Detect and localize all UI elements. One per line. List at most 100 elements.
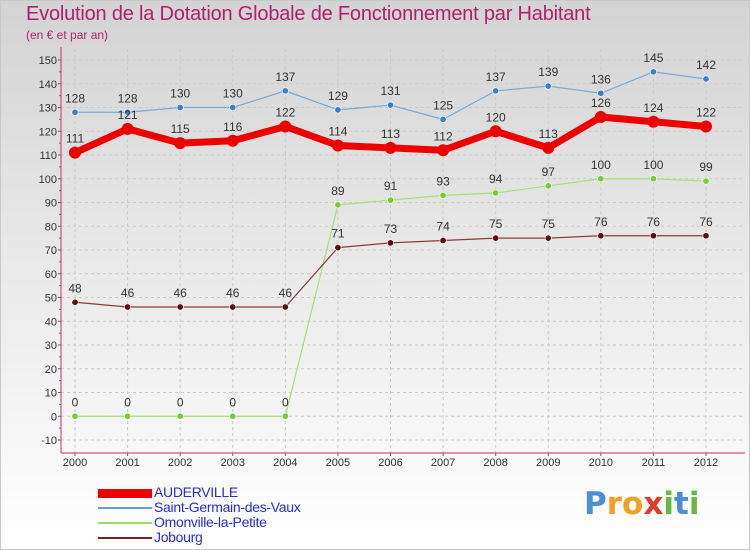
y-tick-label: 150 xyxy=(39,55,57,67)
legend-swatch xyxy=(98,489,152,498)
data-point-saint-germain-des-vaux xyxy=(492,87,500,95)
data-point-auderville xyxy=(69,146,81,159)
data-label-jobourg: 71 xyxy=(331,227,345,241)
data-point-jobourg xyxy=(229,303,237,311)
y-tick-label: 140 xyxy=(39,79,57,91)
data-label-auderville: 126 xyxy=(591,96,611,110)
data-label-omonville-la-petite: 91 xyxy=(384,179,398,193)
data-label-jobourg: 46 xyxy=(279,286,293,300)
data-point-auderville xyxy=(700,120,712,133)
data-label-jobourg: 46 xyxy=(173,286,187,300)
x-tick-label: 2006 xyxy=(378,457,402,469)
legend-swatch xyxy=(98,537,152,539)
data-point-jobourg xyxy=(334,244,342,252)
data-point-omonville-la-petite xyxy=(229,412,237,420)
legend-swatch xyxy=(98,507,152,509)
data-label-omonville-la-petite: 99 xyxy=(699,160,713,174)
y-tick-label: 110 xyxy=(39,150,57,162)
data-point-jobourg xyxy=(492,234,500,242)
data-point-auderville xyxy=(279,120,292,133)
data-point-saint-germain-des-vaux xyxy=(649,68,657,76)
x-tick-label: 2010 xyxy=(589,457,613,469)
x-tick-label: 2001 xyxy=(115,457,139,469)
chart-subtitle: (en € et par an) xyxy=(26,28,109,42)
data-point-saint-germain-des-vaux xyxy=(544,82,552,90)
x-tick-label: 2004 xyxy=(273,457,297,469)
data-point-jobourg xyxy=(281,303,289,311)
data-point-jobourg xyxy=(124,303,132,311)
legend-label: Saint-Germain-des-Vaux xyxy=(154,499,301,515)
data-label-auderville: 113 xyxy=(539,127,558,141)
data-label-jobourg: 73 xyxy=(384,222,398,236)
logo-letter: r xyxy=(606,486,623,522)
data-label-omonville-la-petite: 0 xyxy=(282,395,289,409)
data-point-saint-germain-des-vaux xyxy=(597,89,605,97)
y-tick-label: 120 xyxy=(39,126,57,138)
data-label-jobourg: 76 xyxy=(647,215,661,229)
data-point-auderville xyxy=(384,141,397,154)
data-label-auderville: 113 xyxy=(381,127,400,141)
data-label-jobourg: 76 xyxy=(699,215,713,229)
data-label-omonville-la-petite: 0 xyxy=(124,395,131,409)
data-point-jobourg xyxy=(597,232,605,240)
data-label-omonville-la-petite: 100 xyxy=(591,158,611,172)
data-point-saint-germain-des-vaux xyxy=(334,106,342,114)
data-point-jobourg xyxy=(439,237,447,245)
legend-swatch xyxy=(98,522,152,524)
data-point-jobourg xyxy=(702,232,710,240)
data-point-omonville-la-petite xyxy=(702,177,710,185)
data-point-auderville xyxy=(489,125,502,138)
data-label-auderville: 112 xyxy=(434,129,453,143)
y-tick-label: 100 xyxy=(39,174,57,186)
data-point-auderville xyxy=(647,115,660,128)
data-label-saint-germain-des-vaux: 145 xyxy=(643,51,663,65)
data-point-saint-germain-des-vaux xyxy=(124,108,132,116)
data-label-saint-germain-des-vaux: 136 xyxy=(591,72,611,86)
logo-letter: i xyxy=(663,486,674,522)
data-label-auderville: 122 xyxy=(696,106,716,120)
data-point-omonville-la-petite xyxy=(439,191,447,199)
legend-label: AUDERVILLE xyxy=(154,484,238,500)
x-tick-label: 2009 xyxy=(536,457,560,469)
legend-label: Omonville-la-Petite xyxy=(154,514,267,530)
data-point-omonville-la-petite xyxy=(176,412,184,420)
data-point-auderville xyxy=(542,141,555,154)
chart-title: Evolution de la Dotation Globale de Fonc… xyxy=(26,3,591,25)
data-label-saint-germain-des-vaux: 137 xyxy=(486,70,506,84)
y-tick-label: 70 xyxy=(45,245,57,257)
data-point-omonville-la-petite xyxy=(71,412,79,420)
data-label-auderville: 116 xyxy=(223,120,242,134)
data-point-saint-germain-des-vaux xyxy=(281,87,289,95)
data-point-jobourg xyxy=(176,303,184,311)
data-point-auderville xyxy=(121,122,134,135)
x-tick-label: 2003 xyxy=(221,457,245,469)
data-point-omonville-la-petite xyxy=(492,189,500,197)
data-point-auderville xyxy=(331,139,344,152)
data-point-jobourg xyxy=(649,232,657,240)
y-tick-label: 80 xyxy=(45,221,57,233)
logo-letter: o xyxy=(622,486,644,522)
x-tick-label: 2000 xyxy=(63,457,87,469)
data-label-jobourg: 75 xyxy=(542,217,556,231)
data-label-auderville: 122 xyxy=(275,106,295,120)
data-point-auderville xyxy=(437,144,450,157)
data-point-omonville-la-petite xyxy=(649,175,657,183)
data-point-saint-germain-des-vaux xyxy=(702,75,710,83)
data-label-jobourg: 76 xyxy=(594,215,608,229)
data-point-saint-germain-des-vaux xyxy=(229,104,237,112)
data-label-saint-germain-des-vaux: 142 xyxy=(696,58,716,72)
data-label-jobourg: 75 xyxy=(489,217,503,231)
data-point-omonville-la-petite xyxy=(281,412,289,420)
logo-letter: x xyxy=(643,486,664,522)
y-tick-label: -10 xyxy=(41,435,57,447)
data-label-auderville: 121 xyxy=(118,108,138,122)
x-tick-label: 2008 xyxy=(483,457,507,469)
y-tick-label: 90 xyxy=(45,198,57,210)
logo-letter: i xyxy=(688,486,700,522)
data-label-saint-germain-des-vaux: 128 xyxy=(118,91,138,105)
y-tick-label: 130 xyxy=(39,103,57,115)
data-label-omonville-la-petite: 89 xyxy=(331,184,345,198)
data-label-jobourg: 46 xyxy=(121,286,135,300)
data-label-jobourg: 48 xyxy=(68,281,82,295)
